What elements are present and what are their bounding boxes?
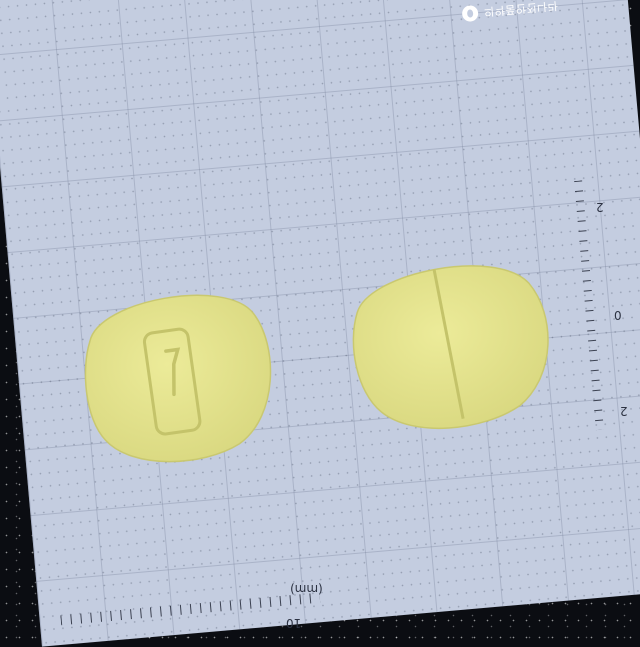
tablet-front [84, 294, 272, 463]
tablet-score-line [432, 268, 465, 419]
tablet-back [352, 265, 549, 430]
tablet-emboss-mark [142, 327, 202, 436]
